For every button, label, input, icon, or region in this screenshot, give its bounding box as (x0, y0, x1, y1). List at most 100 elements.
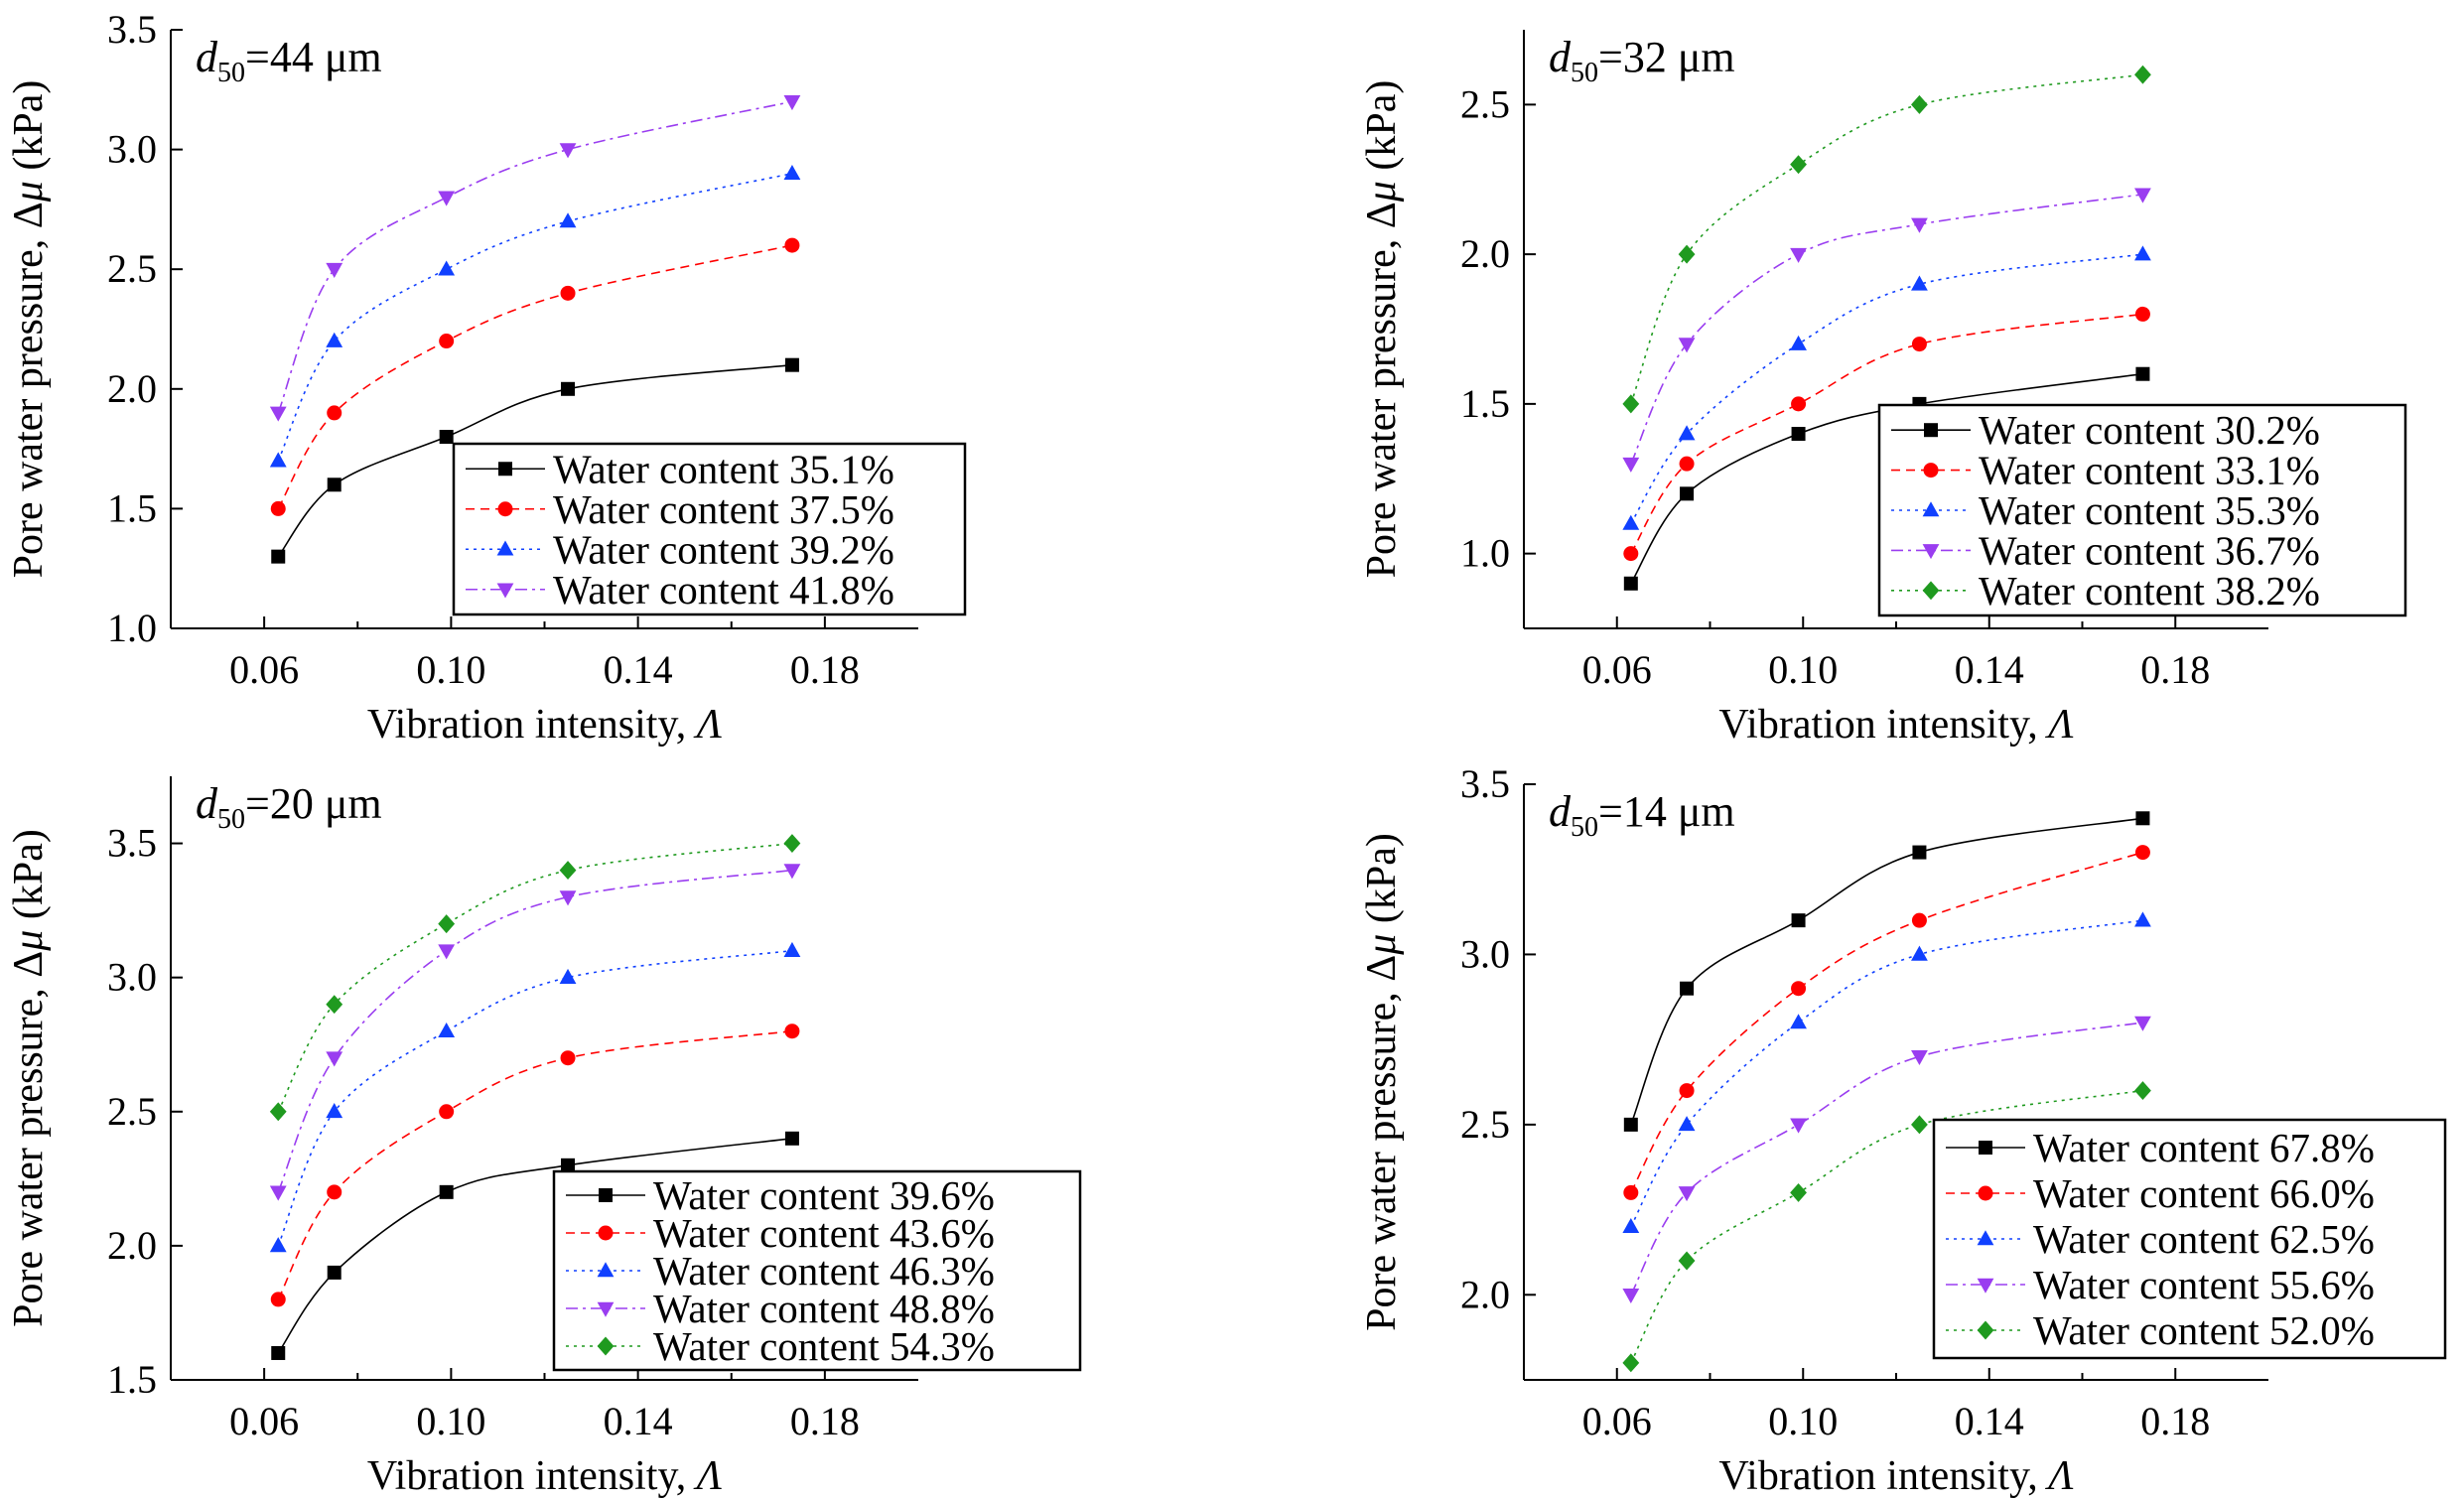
y-axis-title: Pore water pressure, Δμ (kPa) (1359, 80, 1405, 579)
data-point (1623, 546, 1639, 562)
panel-label-d: d (1549, 33, 1572, 81)
data-point (1678, 338, 1696, 353)
data-point (1790, 1118, 1807, 1134)
data-point (1790, 1182, 1807, 1202)
x-axis-title: Vibration intensity, Λ (1718, 702, 2074, 748)
series-2 (1623, 845, 2150, 1200)
data-point (1622, 457, 1640, 473)
data-point (1791, 427, 1806, 442)
legend: Water content 30.2%Water content 33.1%Wa… (1877, 403, 2407, 617)
data-point (2135, 366, 2150, 381)
series-line (1630, 851, 2143, 1193)
x-axis-title: Vibration intensity, Λ (1718, 1453, 2074, 1499)
data-point (438, 191, 456, 206)
legend-entry: Water content 38.2% (1979, 568, 2320, 614)
legend-marker (1922, 544, 1940, 560)
chart-panel-2: 0.06 0.10 0.14 0.18 1.0 1.5 2.0 2.5 Vibration in… (1359, 30, 2407, 748)
panel-label-subscript: 50 (1571, 58, 1598, 88)
y-tick-label: 1.0 (1460, 531, 1510, 576)
y-axis-title-unit: (kPa) (6, 829, 52, 929)
data-point (439, 334, 455, 349)
data-point (1622, 1217, 1640, 1234)
x-tick-label: 0.06 (1582, 647, 1652, 692)
y-axis-title-text: Pore water pressure, Δ (1359, 202, 1405, 578)
y-tick-label: 2.0 (1460, 1272, 1510, 1316)
series-line (277, 1029, 793, 1300)
data-point (1911, 337, 1927, 352)
x-tick-label: 0.14 (1955, 1399, 2024, 1443)
series-4 (1622, 188, 2151, 473)
data-point (326, 1103, 343, 1119)
data-point (269, 452, 287, 468)
x-tick-label: 0.18 (2140, 1399, 2210, 1443)
panel-label: d50=20 μm (196, 779, 382, 835)
y-tick-label: 2.5 (107, 1089, 157, 1134)
legend-marker (497, 501, 513, 517)
series-line (277, 363, 793, 558)
data-point (438, 914, 456, 934)
data-point (326, 332, 343, 347)
x-tick-label: 0.18 (2140, 647, 2210, 692)
series-line (277, 1138, 793, 1354)
y-axis-title-symbol: μ (6, 930, 52, 952)
x-axis-title-symbol: Λ (693, 1453, 723, 1499)
data-point (783, 95, 801, 111)
y-axis-title-text: Pore water pressure, Δ (6, 202, 52, 578)
y-axis-title-unit: (kPa) (6, 80, 52, 181)
legend-entry: Water content 43.6% (653, 1210, 995, 1256)
y-axis-title-unit: (kPa) (1359, 833, 1405, 933)
data-point (1622, 394, 1640, 414)
legend-marker (598, 1225, 614, 1241)
data-point (2134, 845, 2150, 861)
series-2 (270, 237, 800, 516)
data-point (2134, 188, 2151, 204)
panel-label-d: d (196, 33, 218, 81)
legend-marker (1922, 581, 1940, 601)
legend-marker (1923, 463, 1939, 478)
data-point (1623, 1184, 1639, 1200)
data-point (1680, 981, 1695, 996)
legend-entry: Water content 46.3% (653, 1248, 995, 1294)
x-tick-label: 0.10 (416, 647, 485, 692)
y-axis-title-symbol: μ (1359, 181, 1405, 203)
legend-box (452, 442, 967, 616)
series-1 (1623, 366, 2150, 591)
y-tick-label: 3.0 (1460, 931, 1510, 976)
legend-marker (1977, 1230, 1994, 1246)
series-4 (269, 95, 801, 422)
y-axis-title-text: Pore water pressure, Δ (6, 951, 52, 1327)
data-point (1790, 335, 1807, 350)
data-point (1622, 1288, 1640, 1304)
data-point (2134, 1016, 2151, 1031)
data-point (439, 430, 454, 445)
chart-panel-4: 0.06 0.10 0.14 0.18 2.0 2.5 3.0 3.5 Vibration in… (1359, 761, 2447, 1499)
data-point (1912, 845, 1927, 860)
x-tick-label: 0.14 (604, 1399, 673, 1443)
legend-entry: Water content 62.5% (2033, 1216, 2375, 1262)
legend-box (1877, 403, 2407, 617)
series-4 (1622, 1016, 2151, 1304)
data-point (270, 1292, 286, 1307)
x-tick-label: 0.18 (790, 647, 860, 692)
x-axis-title-symbol: Λ (693, 702, 723, 748)
series-1 (1623, 811, 2150, 1132)
series-line (1630, 1022, 2143, 1295)
data-point (783, 164, 801, 181)
legend-entry: Water content 30.2% (1979, 407, 2320, 453)
data-point (1679, 456, 1695, 472)
data-point (1911, 945, 1928, 961)
series-line (1630, 313, 2143, 555)
data-point (438, 260, 456, 276)
series-4 (269, 864, 801, 1201)
panel-label-value: =20 μm (245, 779, 382, 828)
y-tick-label: 3.5 (107, 821, 157, 866)
legend-entry: Water content 39.2% (553, 526, 894, 572)
data-point (2134, 65, 2151, 84)
y-tick-label: 2.5 (1460, 81, 1510, 126)
data-point (559, 861, 577, 881)
data-point (439, 1184, 454, 1199)
y-tick-label: 2.0 (107, 366, 157, 411)
y-tick-label: 3.0 (107, 955, 157, 1000)
legend-marker (599, 1188, 613, 1202)
